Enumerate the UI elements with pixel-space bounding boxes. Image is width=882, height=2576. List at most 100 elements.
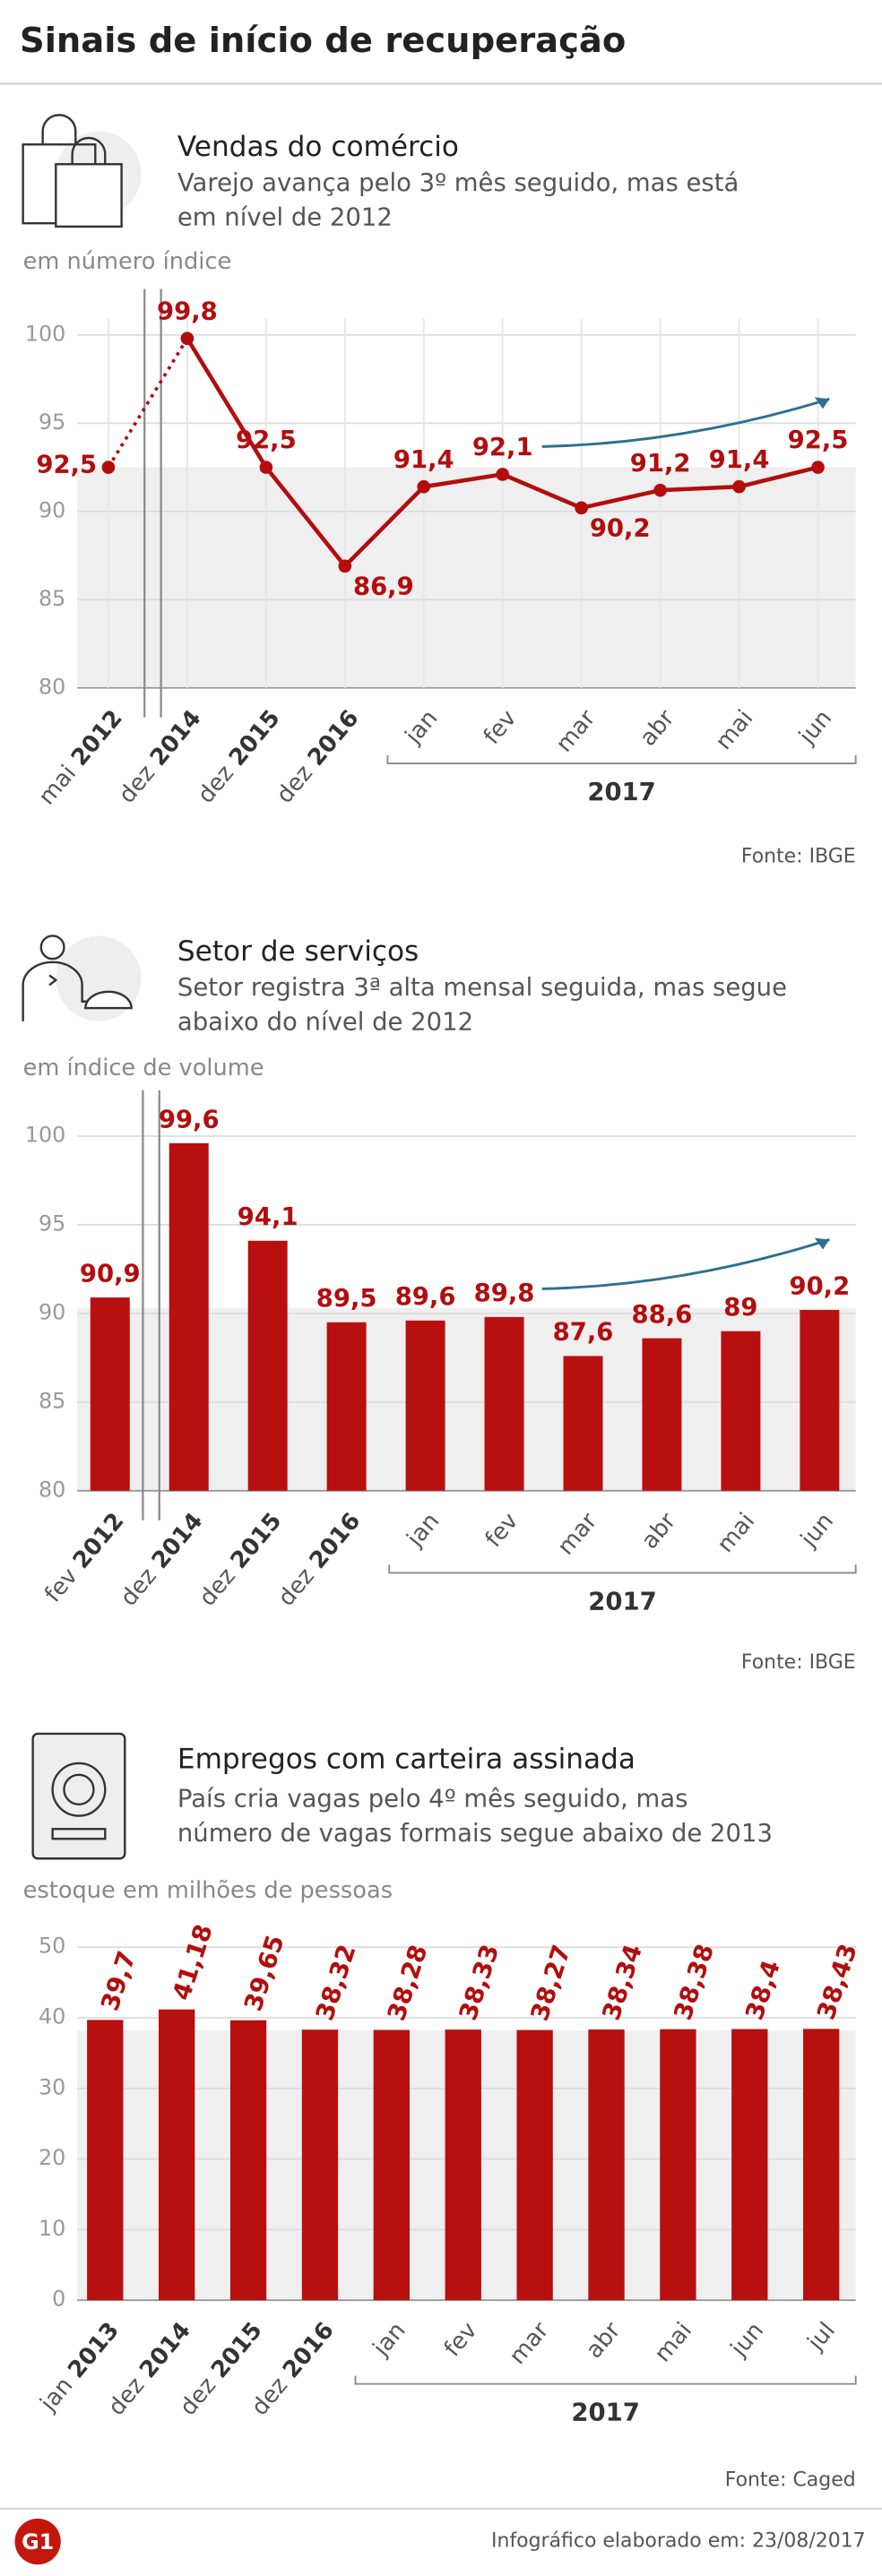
trend-arrowhead (814, 397, 830, 409)
value-label: 90,2 (590, 514, 651, 543)
x-tick-label: jun (795, 1508, 839, 1553)
bar (405, 1320, 445, 1491)
x-tick-part: 2015 (201, 2317, 268, 2390)
value-label: 91,4 (709, 445, 770, 474)
x-tick-label: dez 2014 (116, 1508, 209, 1612)
y-tick-label: 85 (39, 1388, 65, 1413)
chart-title: Empregos com carteira assinada (177, 1743, 636, 1775)
chart-title: Setor de serviços (177, 935, 419, 968)
chart-subtitle: Setor registra 3ª alta mensal seguida, m… (177, 973, 787, 1002)
reference-band (77, 467, 856, 688)
value-label: 41,18 (167, 1921, 218, 2004)
chart-subtitle: País cria vagas pelo 4º mês seguido, mas (177, 1784, 687, 1813)
x-tick-label: jan (402, 1508, 445, 1553)
group-bracket (386, 754, 857, 764)
bar (516, 2029, 553, 2301)
y-tick-label: 95 (39, 1210, 65, 1236)
source: Fonte: IBGE (741, 846, 856, 868)
bar (588, 2029, 625, 2301)
value-label: 89,6 (395, 1282, 456, 1311)
value-label: 38,28 (382, 1942, 433, 2025)
x-tick-label: dez 2015 (193, 705, 286, 809)
x-tick-label: mar (504, 2317, 554, 2370)
x-tick-label: mar (552, 1507, 602, 1560)
trend-arrow (541, 397, 830, 448)
value-label: 38,34 (597, 1941, 648, 2024)
shopping-icon (22, 114, 142, 228)
x-tick-label: mai (711, 705, 759, 755)
y-tick-label: 85 (39, 586, 65, 611)
footer: Infográfico elaborado em: 23/08/2017 (491, 2530, 866, 2553)
point (575, 501, 588, 515)
value-label: 38,43 (812, 1940, 863, 2023)
x-tick-label: jun (725, 2317, 769, 2362)
page-title: Sinais de início de recuperação (20, 21, 626, 61)
chart-subtitle: Varejo avança pelo 3º mês seguido, mas e… (177, 168, 739, 197)
value-label: 89,5 (316, 1284, 377, 1313)
y-tick-label: 95 (39, 409, 65, 435)
value-label: 92,5 (36, 451, 97, 479)
x-tick-part: 2016 (272, 2317, 340, 2390)
value-label: 90,2 (789, 1271, 850, 1300)
value-label: 38,33 (454, 1941, 505, 2024)
point (811, 461, 825, 474)
x-tick-label: mai 2012 (33, 705, 127, 810)
x-tick-label: dez 2014 (114, 705, 207, 809)
value-label: 39,7 (96, 1948, 142, 2014)
point (653, 483, 667, 497)
value-label: 38,4 (740, 1957, 786, 2023)
bar (803, 2029, 840, 2301)
bar (301, 2029, 339, 2301)
y-tick-label: 80 (39, 1477, 65, 1502)
bar (642, 1338, 682, 1491)
bar (660, 2029, 696, 2301)
line-break-segment (107, 337, 189, 469)
chart-title: Vendas do comércio (177, 131, 459, 163)
x-tick-label: jul (802, 2317, 841, 2356)
x-tick-part: 2012 (63, 1508, 130, 1581)
point (259, 461, 273, 474)
source: Fonte: IBGE (741, 1651, 856, 1674)
y-tick-label: 10 (39, 2216, 65, 2241)
value-label: 92,5 (788, 426, 849, 454)
value-label: 38,32 (310, 1941, 361, 2024)
value-label: 39,65 (238, 1932, 290, 2015)
x-tick-label: mai (712, 1508, 760, 1558)
service-icon (22, 935, 142, 1021)
bar (169, 1142, 209, 1491)
x-tick-label: abr (635, 704, 680, 751)
x-tick-part: 2014 (140, 705, 207, 778)
y-tick-label: 30 (39, 2074, 65, 2099)
point (338, 559, 352, 573)
bar (87, 2020, 124, 2301)
x-tick-part: 2012 (61, 705, 128, 778)
bar (373, 2029, 411, 2301)
value-label: 91,4 (393, 445, 454, 474)
value-label: 92,5 (236, 426, 297, 454)
bar (721, 1331, 761, 1491)
bar (90, 1297, 130, 1491)
y-tick-label: 100 (25, 1123, 65, 1148)
value-label: 87,6 (553, 1318, 614, 1347)
trend-arrowhead (814, 1237, 830, 1250)
chart-subtitle: abaixo do nível de 2012 (177, 1008, 473, 1037)
x-tick-label: dez 2016 (272, 705, 365, 809)
chart-subtitle: em nível de 2012 (177, 203, 393, 232)
logo-badge (14, 2518, 61, 2565)
group-label: 2017 (588, 1587, 656, 1615)
bar (731, 2029, 768, 2301)
x-tick-label: dez 2015 (195, 1508, 288, 1612)
axis-label: em índice de volume (23, 1055, 264, 1081)
x-tick-label: mai (649, 2317, 697, 2367)
bar (484, 1316, 524, 1491)
y-tick-label: 20 (39, 2145, 65, 2170)
bar (800, 1309, 840, 1491)
x-tick-label: jan (368, 2317, 411, 2362)
x-tick-part: 2015 (220, 1508, 288, 1581)
bar (445, 2029, 481, 2301)
value-label: 91,2 (630, 449, 691, 478)
axis-label: estoque em milhões de pessoas (23, 1877, 393, 1904)
x-tick-part: 2016 (299, 1508, 367, 1581)
x-tick-label: jun (793, 705, 837, 750)
